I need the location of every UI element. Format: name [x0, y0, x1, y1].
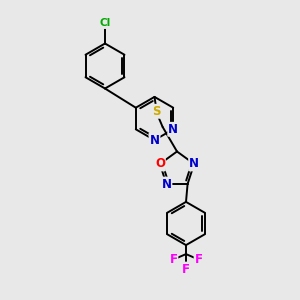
Text: Cl: Cl	[99, 18, 111, 28]
Text: F: F	[182, 262, 190, 276]
Text: O: O	[155, 158, 165, 170]
Text: S: S	[152, 105, 160, 118]
Text: F: F	[169, 253, 177, 266]
Text: N: N	[161, 178, 171, 190]
Text: N: N	[189, 158, 199, 170]
Text: F: F	[195, 253, 203, 266]
Text: N: N	[168, 123, 178, 136]
Text: N: N	[149, 134, 160, 147]
